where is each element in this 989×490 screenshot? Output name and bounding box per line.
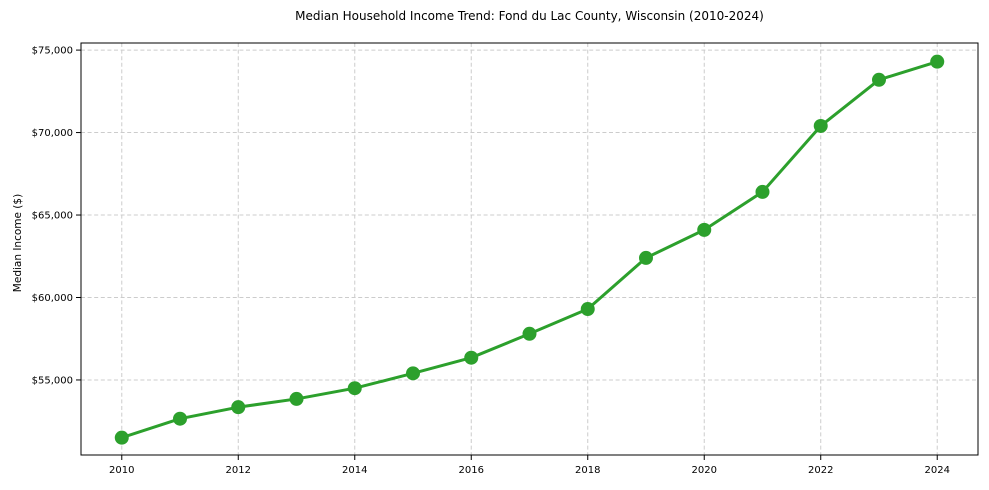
data-point-2015 — [406, 366, 421, 381]
x-tick-label: 2016 — [459, 465, 484, 476]
y-tick-label: $75,000 — [32, 46, 73, 57]
plot-border — [80, 42, 979, 456]
x-tick-label: 2012 — [226, 465, 251, 476]
data-point-2014 — [347, 381, 362, 396]
x-tick-label: 2020 — [692, 465, 717, 476]
data-point-2022 — [813, 118, 828, 133]
data-point-2010 — [114, 430, 129, 445]
y-tick-label: $70,000 — [32, 128, 73, 139]
data-point-2020 — [697, 222, 712, 237]
y-tick-label: $65,000 — [32, 211, 73, 222]
data-point-2024 — [930, 54, 945, 69]
data-point-2017 — [522, 326, 537, 341]
data-point-2013 — [289, 391, 304, 406]
x-tick-label: 2018 — [575, 465, 600, 476]
y-tick-label: $55,000 — [32, 375, 73, 386]
data-point-2016 — [464, 350, 479, 365]
x-tick-label: 2024 — [925, 465, 950, 476]
y-tick-label: $60,000 — [32, 293, 73, 304]
x-tick-label: 2010 — [109, 465, 134, 476]
data-point-2011 — [173, 411, 188, 426]
chart-title: Median Household Income Trend: Fond du L… — [295, 9, 764, 23]
data-point-2012 — [231, 400, 246, 415]
data-point-2019 — [638, 250, 653, 265]
trend-line — [120, 60, 939, 440]
data-point-2023 — [871, 72, 886, 87]
x-tick-label: 2022 — [808, 465, 833, 476]
data-point-2021 — [755, 184, 770, 199]
data-point-2018 — [580, 302, 595, 317]
x-tick-label: 2014 — [342, 465, 367, 476]
